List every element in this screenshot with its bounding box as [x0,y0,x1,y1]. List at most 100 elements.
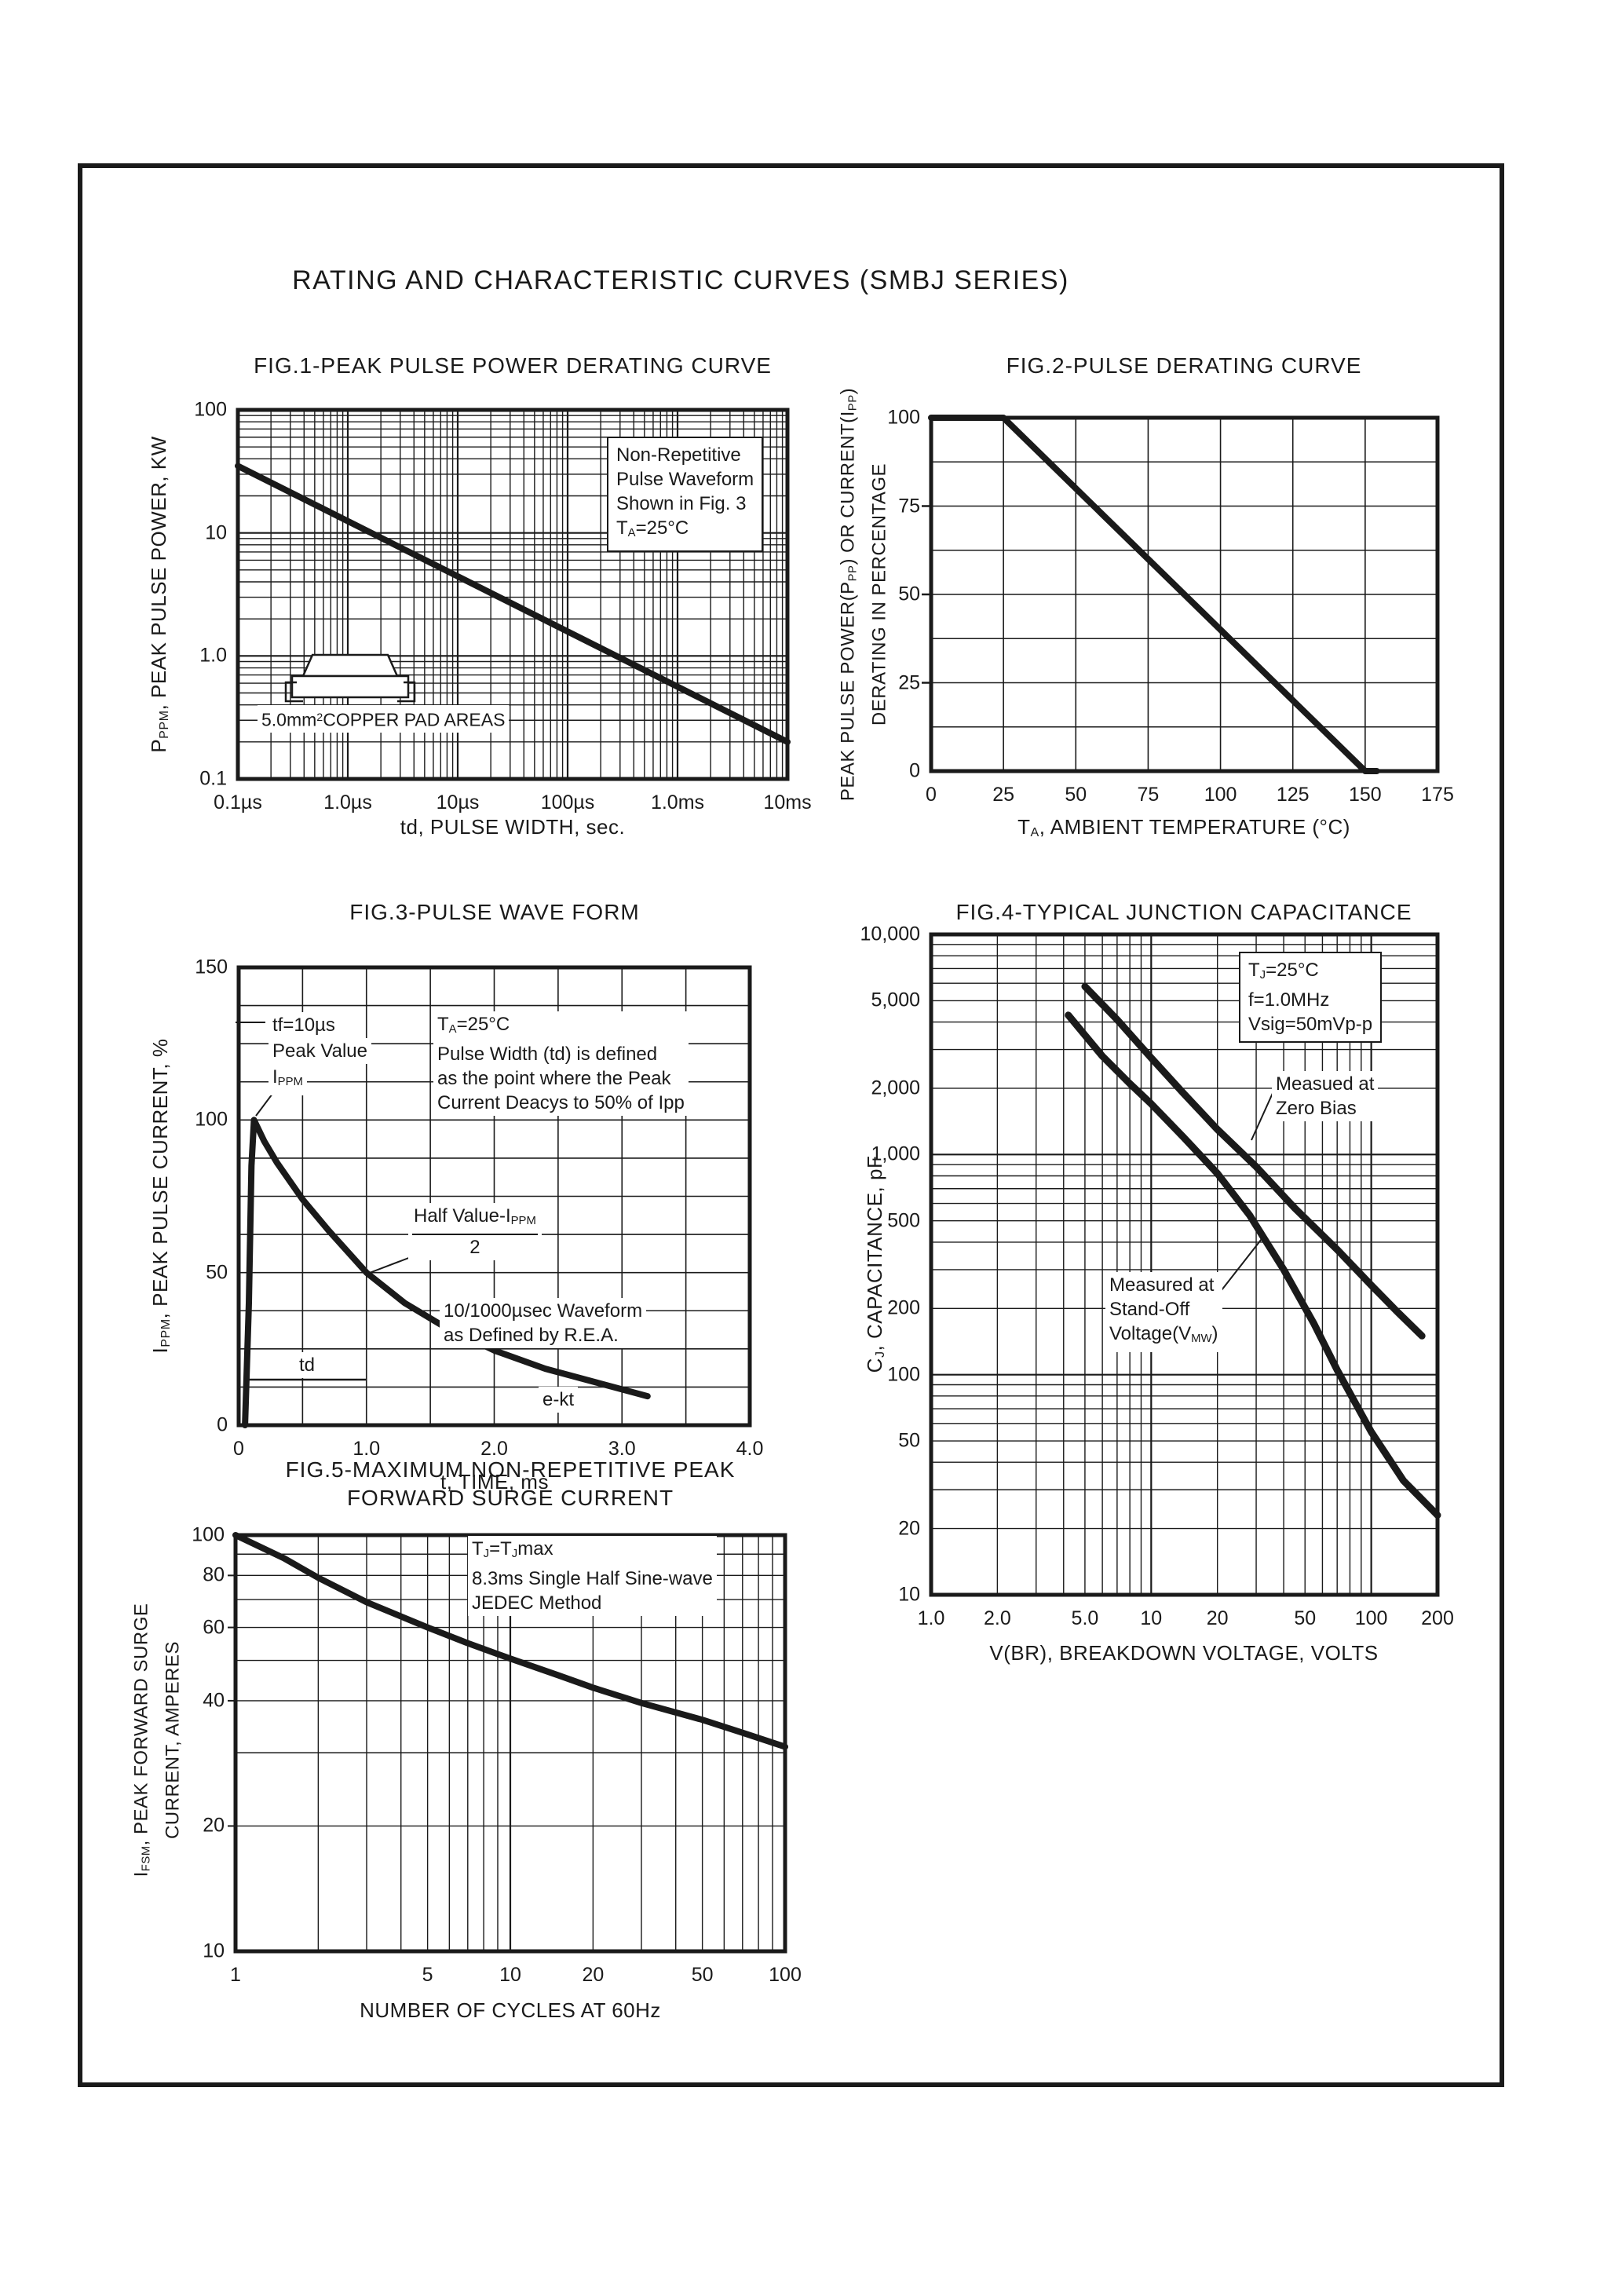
fig4-x-tick-label: 200 [1421,1607,1454,1629]
fig2-x-tick-label: 25 [992,784,1015,806]
fig2-y-tick-label: 75 [898,495,920,517]
note-line: 10/1000µsec Waveform [444,1300,643,1322]
note-line: TJ=25°C [1248,960,1319,982]
fig5-x-tick-label: 50 [691,1964,714,1986]
note-line: Voltage(VMW) [1109,1323,1218,1345]
fig4-y-tick-label: 10 [898,1583,920,1606]
fig1-plot-frame [236,408,790,781]
fig2-x-tick-label: 0 [926,784,937,806]
smb-package-left-lead-icon [284,681,303,703]
fig1-x-tick-label: 100µs [540,792,595,813]
half-value-denominator: 2 [469,1236,480,1258]
fig2-y-tick-label: 25 [898,671,920,693]
fig2-y-tick-label: 100 [887,406,920,429]
fig1-x-tick-label: 1.0µs [323,792,372,813]
fig4-y-tick-label: 10,000 [860,923,920,945]
page-border-frame [78,163,1504,2087]
fig4-zero-bias-leader-line [1251,1091,1274,1141]
fig2-plot-frame [929,415,1440,773]
fig1-y-axis-title: PPPM, PEAK PULSE POWER, KW [146,436,172,753]
fig3-tf-label: tf=10µs [269,1012,339,1038]
fig4-y-tick-label: 100 [887,1363,920,1386]
fig2-x-tick-label: 125 [1276,784,1310,806]
note-line: as the point where the Peak [437,1067,671,1089]
axis-title-line: CURRENT, AMPERES [162,1640,184,1840]
fig2-x-tick-label: 50 [1065,784,1087,806]
fig1-x-tick-label: 10µs [436,792,480,813]
fig1-x-axis-title: td, PULSE WIDTH, sec. [400,815,626,839]
fig2-x-tick-label: 100 [1204,784,1237,806]
fig3-x-axis-title: t, TIME, ms [440,1470,549,1493]
fig5-x-axis-title: NUMBER OF CYCLES AT 60Hz [360,1998,661,2022]
fig2-x-tick-label: 175 [1421,784,1454,806]
fig2-y-axis-title: PEAK PULSE POWER(PPP) OR CURRENT(IPP) DE… [835,388,893,801]
fig3-peak-value-label: Peak Value [269,1038,371,1064]
fig3-x-tick-label: 3.0 [608,1438,636,1460]
note-line: Non-Repetitive [616,444,741,466]
fig5-y-tick-label: 40 [203,1689,225,1712]
note-line: Vsig=50mVp-p [1248,1013,1373,1035]
fig5-title-line1: FIG.5-MAXIMUM NON-REPETITIVE PEAK [285,1457,736,1482]
note-line: TA=25°C [437,1014,510,1036]
fig3-x-tick-label: 2.0 [480,1438,508,1460]
note-line: Measued at [1276,1073,1375,1095]
fig5-x-tick-label: 1 [230,1964,241,1986]
fig3-title: FIG.3-PULSE WAVE FORM [349,900,640,924]
fig5-y-tick-label: 60 [203,1616,225,1639]
fig4-standoff-label: Measured at Stand-Off Voltage(VMW) [1105,1272,1222,1352]
fig1-y-tick-label: 100 [194,398,227,421]
note-line: TA=25°C [616,517,689,539]
fig4-plot-frame [929,932,1440,1597]
fig3-y-tick-label: 100 [195,1108,228,1131]
fig4-y-tick-label: 20 [898,1517,920,1540]
curve-peak-pulse-power-derating [235,462,791,745]
note-line: Zero Bias [1276,1098,1357,1119]
fig4-zero-bias-label: Measued at Zero Bias [1272,1071,1379,1121]
fig1-package-pad-label: 5.0mm2COPPER PAD AREAS [258,705,510,733]
note-line: Pulse Width (td) is defined [437,1043,658,1065]
half-value-numerator: Half Value-IPPM [412,1204,538,1235]
fig3-y-tick-label: 0 [217,1413,228,1436]
note-line: Stand-Off [1109,1299,1190,1320]
fig2-y-tick-label: 0 [909,759,920,782]
note-line: as Defined by R.E.A. [444,1325,619,1346]
note-line: 8.3ms Single Half Sine-wave [472,1567,713,1589]
fig3-y-tick-label: 50 [206,1261,228,1284]
axis-title-line: DERATING IN PERCENTAGE [868,462,890,726]
fig3-y-axis-title: IPPM, PEAK PULSE CURRENT, % [148,1038,174,1354]
note-line: Measured at [1109,1274,1215,1296]
fig1-x-tick-label: 10ms [763,792,812,813]
curve-10-1000us-pulse-waveform [242,1117,651,1428]
fig4-y-tick-label: 1,000 [871,1143,920,1165]
fig2-x-tick-label: 150 [1348,784,1382,806]
fig5-conditions-note: TJ=TJmax 8.3ms Single Half Sine-wave JED… [468,1536,717,1616]
note-line: Shown in Fig. 3 [616,493,747,514]
smb-package-base-icon [290,675,410,699]
fig5-x-tick-label: 100 [769,1964,802,1986]
fig4-x-tick-label: 10 [1140,1607,1163,1629]
fig3-x-tick-label: 4.0 [736,1438,764,1460]
fig4-x-tick-label: 2.0 [983,1607,1011,1629]
fig5-x-tick-label: 10 [499,1964,521,1986]
fig2-title: FIG.2-PULSE DERATING CURVE [1006,353,1362,378]
note-line: Current Deacys to 50% of Ipp [437,1091,685,1113]
note-line: Pulse Waveform [616,469,754,490]
fig5-y-tick-label: 10 [203,1940,225,1962]
fig4-x-tick-label: 50 [1294,1607,1317,1629]
fig4-y-axis-title: CJ, CAPACITANCE, pF [862,1155,888,1373]
fig1-x-tick-label: 0.1µs [214,792,262,813]
fig4-x-axis-title: V(BR), BREAKDOWN VOLTAGE, VOLTS [989,1641,1379,1665]
fig5-x-tick-label: 20 [582,1964,605,1986]
curve-max-peak-forward-surge-current [232,1532,788,1750]
fig3-half-value-label: Half Value-IPPM 2 [408,1203,542,1260]
fig4-x-tick-label: 1.0 [917,1607,945,1629]
curve-measured-at-zero-bias [1081,982,1426,1340]
fig2-x-tick-label: 75 [1137,784,1160,806]
fig5-y-axis-title: IFSM, PEAK FORWARD SURGE CURRENT, AMPERE… [129,1603,186,1877]
fig4-y-tick-label: 500 [887,1209,920,1232]
smb-package-right-lead-icon [397,681,416,703]
fig4-x-tick-label: 5.0 [1071,1607,1099,1629]
fig1-y-tick-label: 1.0 [199,644,227,667]
fig3-ekt-label: e-kt [539,1387,579,1413]
